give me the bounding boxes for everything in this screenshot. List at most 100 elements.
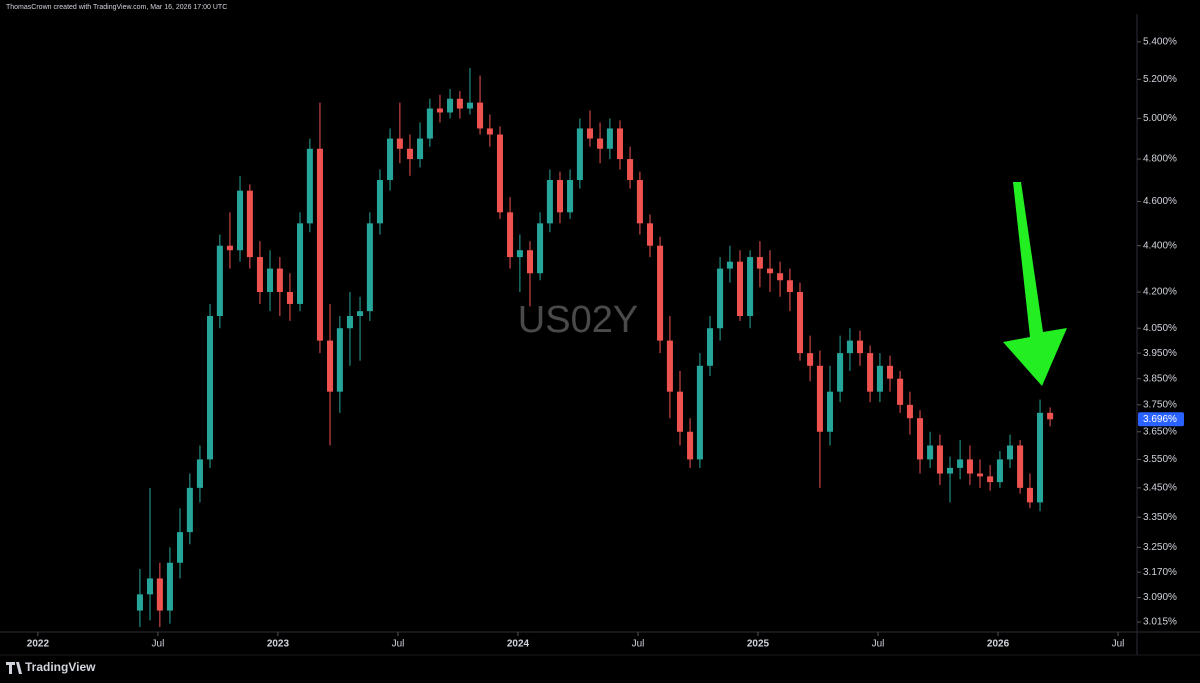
- candle-body: [876, 365, 883, 392]
- candle-body: [717, 268, 724, 329]
- arrow-annotation: [1003, 182, 1067, 386]
- candle-body: [226, 245, 233, 251]
- watermark: US02Y: [518, 299, 638, 341]
- x-tick-label: Jul: [872, 639, 885, 650]
- candle-body: [286, 292, 293, 304]
- candle-body: [466, 102, 473, 109]
- candle-body: [376, 180, 383, 224]
- y-tick-label: 3.750%: [1143, 399, 1177, 410]
- brand-logo: [6, 662, 22, 674]
- candle-body: [646, 223, 654, 246]
- candle-body: [357, 311, 364, 317]
- candle-body: [1007, 445, 1014, 460]
- candle-body: [856, 340, 864, 354]
- candle-body: [316, 148, 323, 341]
- candle-body: [916, 418, 924, 460]
- candle-body: [246, 190, 253, 258]
- candle-body: [796, 292, 804, 354]
- candle-body: [906, 404, 913, 419]
- candle-body: [987, 476, 994, 483]
- candle-body: [336, 328, 343, 392]
- candle-body: [957, 459, 964, 468]
- candle-body: [486, 128, 493, 135]
- y-tick-label: 4.050%: [1143, 323, 1177, 334]
- y-tick-label: 3.250%: [1143, 542, 1177, 553]
- last-price-tag: [1138, 412, 1184, 427]
- y-tick-label: 4.600%: [1143, 196, 1177, 207]
- x-tick-label: Jul: [632, 639, 645, 650]
- candle-body: [816, 365, 823, 432]
- candle-body: [687, 431, 694, 460]
- candle-body: [696, 365, 703, 460]
- candle-body: [597, 138, 604, 149]
- x-tick-label: Jul: [152, 639, 165, 650]
- candle-body: [756, 257, 763, 269]
- candle-body: [846, 340, 853, 354]
- candle-body: [546, 180, 553, 224]
- candle-body: [346, 316, 353, 329]
- candle-body: [747, 257, 754, 317]
- candle-body: [276, 268, 283, 293]
- y-tick-label: 5.000%: [1143, 113, 1177, 124]
- candle-body: [186, 487, 193, 533]
- candle-body: [897, 378, 904, 405]
- candle-body: [946, 467, 954, 474]
- y-tick-label: 3.650%: [1143, 426, 1177, 437]
- candle-body: [867, 353, 874, 392]
- candle-body: [166, 562, 173, 611]
- candle-body: [196, 459, 203, 488]
- candle-body: [267, 268, 274, 293]
- x-tick-label: 2022: [27, 639, 50, 650]
- logo-mark: [6, 662, 22, 674]
- attribution: ThomasCrown created with TradingView.com…: [6, 4, 227, 11]
- candle-body: [636, 180, 643, 224]
- candle-body: [556, 180, 564, 213]
- y-tick-label: 3.015%: [1143, 617, 1177, 628]
- candle-body: [297, 223, 304, 304]
- candle-body: [657, 245, 664, 341]
- candle-body: [927, 445, 934, 460]
- y-tick-label: 4.800%: [1143, 154, 1177, 165]
- candle-body: [387, 138, 394, 181]
- y-tick-label: 3.170%: [1143, 567, 1177, 578]
- candle-body: [256, 257, 263, 293]
- candle-body: [237, 190, 244, 251]
- candle-body: [516, 250, 523, 258]
- candle-body: [586, 128, 594, 139]
- candle-body: [496, 134, 503, 213]
- candle-body: [627, 159, 634, 181]
- candle-body: [216, 245, 223, 317]
- candle-body: [966, 459, 973, 474]
- candle-body: [666, 340, 673, 392]
- candle-body: [306, 148, 313, 224]
- y-tick-label: 5.400%: [1143, 36, 1177, 47]
- candle-body: [1017, 445, 1024, 488]
- candle-body: [766, 268, 774, 274]
- y-tick-label: 3.450%: [1143, 483, 1177, 494]
- y-tick-label: 4.400%: [1143, 240, 1177, 251]
- y-tick-label: 5.200%: [1143, 74, 1177, 85]
- candle-body: [826, 391, 834, 432]
- candle-body: [436, 108, 443, 113]
- candle-body: [736, 261, 744, 317]
- candle-body: [567, 180, 574, 213]
- candle-body: [936, 445, 943, 474]
- candle-body: [996, 459, 1003, 483]
- candle-body: [726, 261, 733, 269]
- candle-body: [477, 102, 484, 129]
- candle-body: [706, 328, 714, 366]
- candle-body: [156, 578, 163, 611]
- candle-body: [396, 138, 403, 149]
- x-tick-label: 2025: [747, 639, 770, 650]
- candle-body: [327, 340, 334, 392]
- candle-body: [176, 532, 184, 563]
- candle-body: [676, 391, 684, 432]
- candle-body: [886, 365, 894, 379]
- candle-body: [576, 128, 583, 181]
- y-tick-label: 3.950%: [1143, 348, 1177, 359]
- candle-body: [537, 223, 544, 274]
- candle-body: [406, 148, 413, 160]
- candle-body: [1026, 487, 1033, 503]
- candle-body: [366, 223, 373, 312]
